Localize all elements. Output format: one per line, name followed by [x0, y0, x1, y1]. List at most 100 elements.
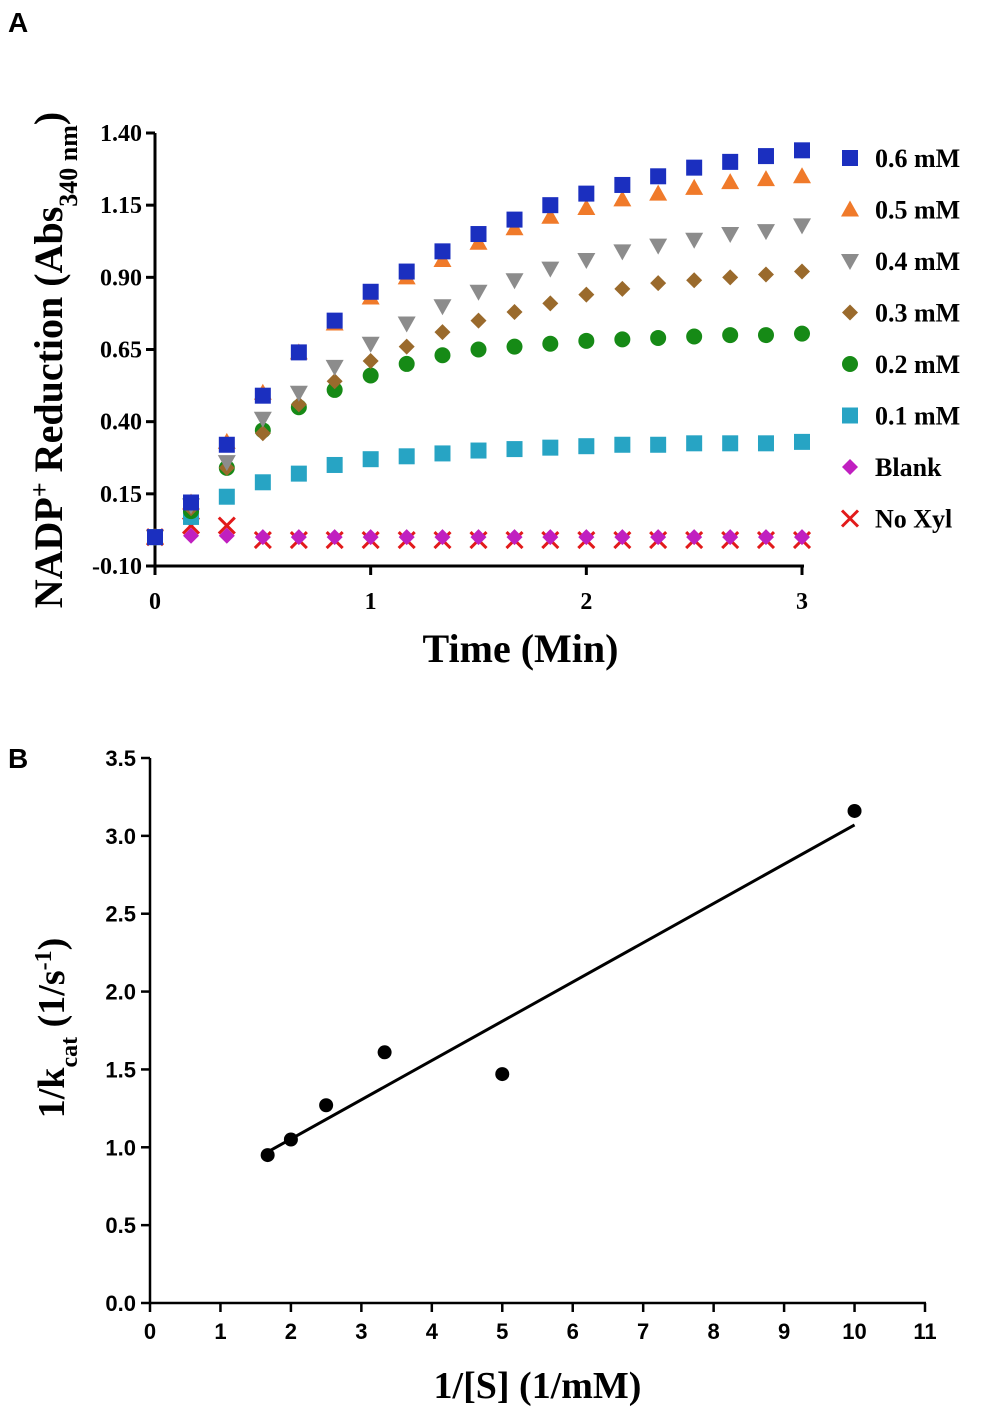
x-axis-title: Time (Min): [423, 626, 619, 671]
data-point-stroke-2: [217, 516, 236, 535]
y-title-rest: Reduction (Abs: [26, 207, 71, 483]
data-point: [722, 529, 739, 546]
y-title-close: ): [26, 112, 71, 125]
legend-marker: [841, 254, 859, 270]
data-point: [254, 529, 271, 546]
data-point: [757, 529, 774, 546]
y-title-sup: +: [25, 482, 54, 497]
legend-marker: [842, 304, 858, 321]
data-point: [506, 338, 523, 355]
x-tick-label: 0: [149, 589, 161, 615]
data-point: [757, 435, 774, 452]
legend-marker: [841, 200, 859, 217]
x-tick-label: 3: [796, 589, 808, 615]
data-point: [794, 325, 810, 342]
x-tick-label: 1: [214, 1319, 226, 1344]
data-point: [649, 238, 668, 255]
data-point: [362, 529, 379, 546]
y-axis-title-text: 1/kcat (1/s-1): [31, 938, 83, 1119]
data-point: [495, 1067, 510, 1082]
data-point: [434, 243, 451, 260]
panel-a-chart: -0.10 0.15 0.40 0.65 0.90 1.15 1.40 0 1 2 3 Time (M…: [92, 121, 812, 671]
legend-marker: [840, 509, 860, 528]
y-title-close: ): [31, 938, 73, 951]
x-tick-label: 6: [567, 1319, 579, 1344]
data-point: [377, 1045, 392, 1060]
data-point: [577, 253, 596, 270]
data-point: [470, 529, 487, 546]
y-tick-label: 2.0: [105, 980, 136, 1005]
data-point: [362, 283, 379, 300]
data-point: [614, 331, 631, 348]
y-tick-label: 3.0: [105, 824, 136, 849]
legend-item: 0.6 mM: [842, 144, 960, 173]
y-tick-label: 1.5: [105, 1057, 136, 1082]
legend-label: 0.3 mM: [875, 299, 960, 328]
data-point: [847, 803, 862, 818]
data-point: [722, 153, 739, 170]
y-tick-label: 1.15: [100, 193, 142, 219]
data-point: [541, 207, 560, 224]
legend-label: 0.1 mM: [875, 402, 960, 431]
y-title-sup: -1: [31, 950, 57, 970]
fit-line: [266, 823, 856, 1154]
panel-a-letter: A: [8, 7, 28, 38]
data-point: [434, 324, 451, 341]
data-point: [794, 433, 810, 450]
data-point: [362, 451, 379, 468]
data-point: [253, 411, 272, 428]
data-point: [794, 142, 810, 159]
legend-marker: [842, 459, 858, 475]
data-point: [398, 263, 415, 280]
data-point: [756, 224, 775, 241]
y-tick-label: 3.5: [105, 746, 136, 771]
y-tick-label: 0.40: [100, 410, 142, 436]
panel-a-y-axis-title: NADP+ Reduction (Abs340 nm): [25, 112, 83, 608]
data-point: [578, 332, 595, 349]
data-point: [686, 529, 703, 546]
data-point: [650, 168, 667, 185]
data-point: [326, 529, 343, 546]
data-point: [289, 385, 308, 402]
data-point: [721, 173, 740, 190]
x-tick-label: 2: [285, 1319, 297, 1344]
legend-item: 0.4 mM: [841, 247, 960, 276]
data-point: [578, 185, 595, 202]
data-point: [578, 438, 595, 455]
panel-b-y-axis-title: 1/kcat (1/s-1): [31, 938, 83, 1119]
data-point: [650, 329, 667, 346]
legend-label: 0.4 mM: [875, 247, 960, 276]
data-point: [290, 344, 307, 361]
data-point: [362, 367, 379, 384]
data-point: [506, 529, 523, 546]
data-point: [685, 232, 704, 249]
data-point: [398, 355, 415, 372]
data-point: [254, 474, 271, 491]
data-point: [577, 199, 596, 216]
legend-item: 0.2 mM: [842, 350, 960, 379]
data-point: [614, 436, 631, 453]
y-tick-label: 2.5: [105, 902, 136, 927]
y-axis-title-text: NADP+ Reduction (Abs340 nm): [25, 112, 83, 608]
data-point: [397, 316, 416, 333]
data-point: [722, 327, 739, 344]
data-point: [505, 273, 524, 290]
x-tick-label: 10: [842, 1319, 866, 1344]
series-0-4-mm: [146, 218, 811, 547]
y-tick-label: 0.90: [100, 265, 142, 291]
data-point: [756, 170, 775, 187]
legend-label: 0.6 mM: [875, 144, 960, 173]
data-point: [506, 211, 523, 228]
data-point: [290, 396, 307, 413]
panel-b-chart: 0.0 0.5 1.0 1.5 2.0 2.5 3.0 3.5 0 1 2 3 4 5 6 7 8 9 10 11 1/…: [105, 746, 936, 1407]
data-point: [685, 178, 704, 195]
data-point: [650, 275, 667, 292]
data-point: [578, 529, 595, 546]
data-point: [260, 1148, 275, 1163]
data-point: [217, 455, 236, 472]
data-point: [470, 341, 487, 358]
legend-marker: [842, 356, 858, 372]
data-point: [793, 167, 811, 184]
data-point: [722, 269, 739, 286]
